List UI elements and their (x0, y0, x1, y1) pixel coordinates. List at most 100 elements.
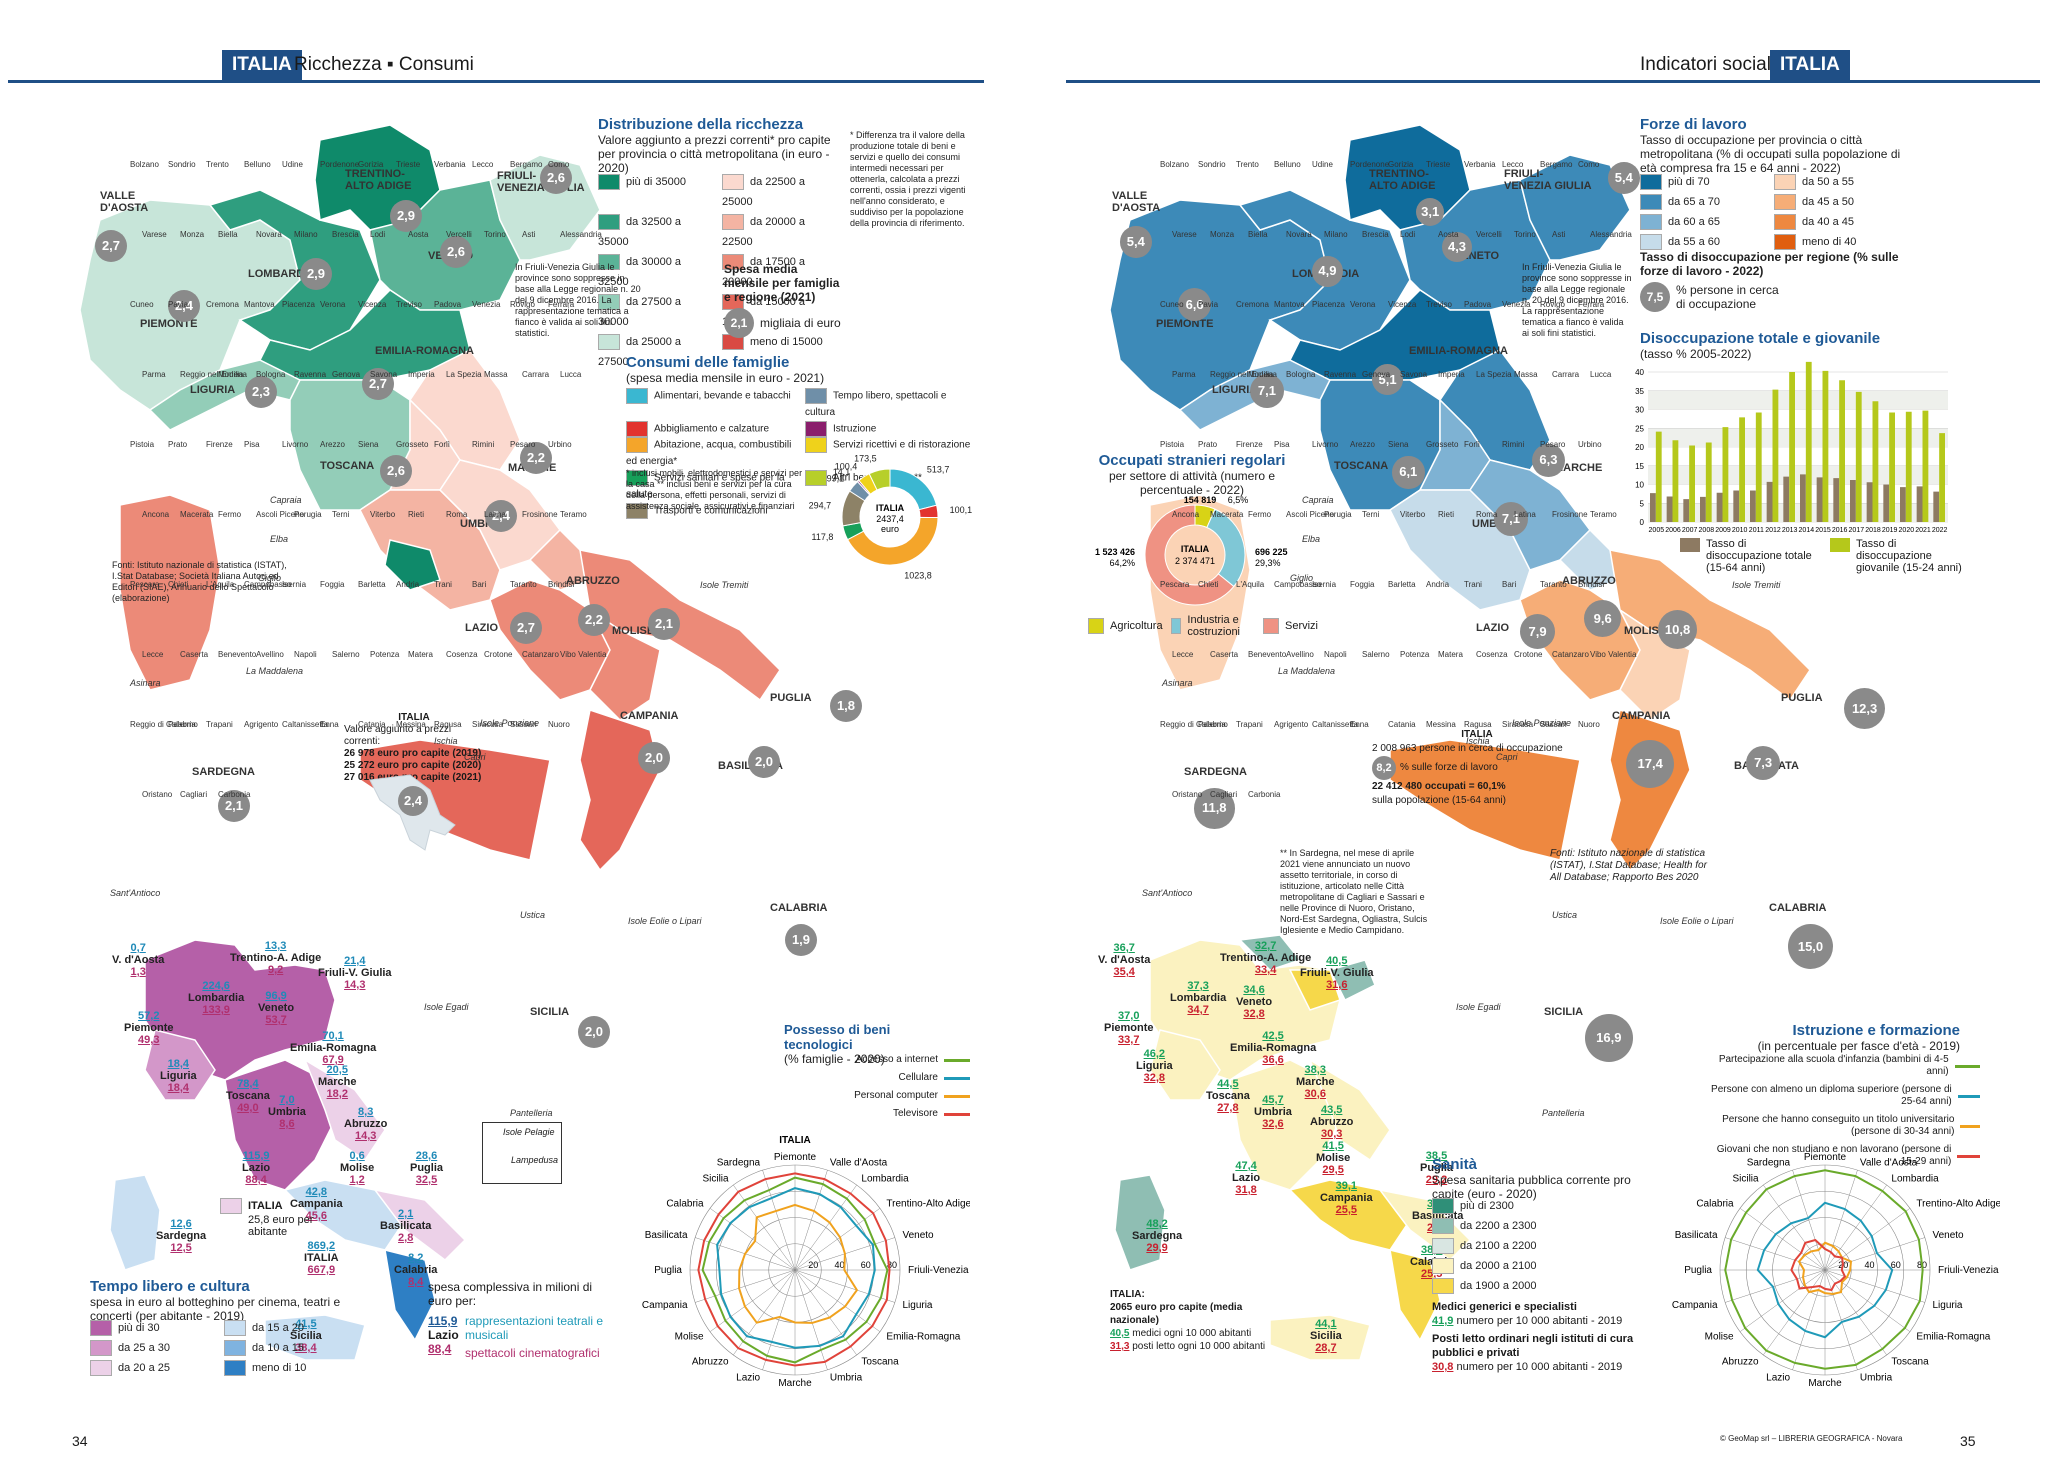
island-label: Capri (1496, 752, 1518, 762)
island-label: Giglio (1290, 573, 1314, 583)
city-label: Verbania (434, 160, 466, 169)
radar-spoke (1824, 1237, 1925, 1271)
chart-xtick: 2010 (1732, 527, 1748, 534)
radar-axis-label: Abruzzo (1722, 1356, 1759, 1367)
right-bubble-calabria: 15,0 (1788, 924, 1833, 969)
radar-axis-label: Sardegna (717, 1158, 761, 1169)
consumi-legend-label: Alimentari, bevande e tabacchi (654, 390, 791, 402)
tempo-region-label: 0,6 Molise 1,2 (340, 1150, 374, 1186)
tempo-region-teatri: 8,2 (408, 1252, 424, 1264)
city-label: Messina (396, 720, 426, 729)
tempo-region-teatri: 42,8 (305, 1186, 327, 1198)
island-label: Sant'Antioco (1142, 888, 1193, 898)
city-label: Bari (472, 580, 487, 589)
chart-ytick: 0 (1640, 518, 1645, 527)
chart-ytick: 35 (1635, 387, 1644, 396)
chart-xtick: 2017 (1849, 527, 1865, 534)
tempo-legend-item: da 15 a 20 (224, 1318, 350, 1338)
city-label: Piacenza (282, 300, 315, 309)
tempo-italia-label: ITALIA (248, 1199, 283, 1212)
stranieri-num: 1 523 426 (1095, 547, 1135, 557)
forze-legend-label: da 45 a 50 (1802, 196, 1854, 208)
stranieri-legend: Agricoltura Industria e costruzioni Serviz… (1088, 614, 1318, 638)
forze-legend-swatch (1640, 174, 1662, 191)
left-header-bar (8, 50, 984, 83)
city-label: Pordenone (320, 160, 360, 169)
chart-bar (1772, 389, 1779, 522)
chart-xtick: 2018 (1865, 527, 1881, 534)
tempo-spesa-example-region: Lazio (428, 1328, 459, 1342)
tempo-region-cinema: 18,4 (167, 1082, 190, 1094)
city-label: Savona (1400, 370, 1428, 379)
tempo-region-teatri: 57,2 (138, 1010, 160, 1022)
city-label: Biella (218, 230, 238, 239)
chart-bar (1922, 410, 1929, 522)
tempo-region-name: Puglia (410, 1162, 444, 1174)
tempo-legend-item: da 10 a 15 (224, 1338, 350, 1358)
sanita-legend-swatch (1432, 1278, 1454, 1295)
tempo-region-cinema: 133,9 (202, 1004, 230, 1016)
sanita-region-label: 38,5 Puglia 29,2 (1420, 1150, 1453, 1186)
left-bubble-friuli-venezia-giulia: 2,6 (540, 162, 572, 194)
disocc-legend-youth-swatch (1830, 538, 1850, 552)
city-label: Padova (434, 300, 462, 309)
city-label: Aosta (1438, 230, 1459, 239)
forze-legend-swatch (1774, 214, 1796, 231)
city-label: Sassari (1540, 720, 1567, 729)
city-label: Lecco (472, 160, 494, 169)
city-label: Trieste (1426, 160, 1451, 169)
sanita-region-medici: 44,1 (1315, 1318, 1337, 1330)
city-label: Livorno (282, 440, 309, 449)
tempo-region-name: Liguria (160, 1070, 197, 1082)
chart-bar (1889, 412, 1895, 522)
sanita-region-label: 43,5 Abruzzo 30,3 (1310, 1104, 1353, 1140)
right-friuli-note: In Friuli-Venezia Giulia le province son… (1522, 262, 1632, 338)
forze-subtitle: Tasso di occupazione per provincia o cit… (1640, 133, 1901, 175)
tempo-region-cinema: 9,2 (267, 964, 284, 976)
consumi-legend-swatch (626, 388, 648, 404)
city-label: Rimini (472, 440, 495, 449)
sanita-region-label: 34,6 Veneto 32,8 (1236, 984, 1272, 1020)
sanita-region-label: 37,0 Piemonte 33,7 (1104, 1010, 1154, 1046)
city-label: La Spezia (446, 370, 482, 379)
disocc-legend-unit: % persone in cerca di occupazione (1676, 283, 1779, 311)
city-label: Verona (1350, 300, 1376, 309)
city-label: Isernia (1312, 580, 1337, 589)
tempo-region-name: Calabria (394, 1264, 438, 1276)
radar-axis-label: Lombardia (861, 1174, 909, 1185)
sanita-region-name: Sardegna (1132, 1230, 1183, 1242)
city-label: Torino (1514, 230, 1536, 239)
sanita-legend-item: da 1900 a 2000 (1432, 1276, 1632, 1296)
right-sources: Fonti: Istituto nazionale di statistica … (1550, 848, 1707, 883)
left-bubble-puglia: 1,8 (830, 690, 862, 722)
radar-series (701, 1176, 889, 1364)
wealth-legend-item: da 30000 a 32500 (598, 252, 714, 292)
sanita-region-posti: 29,9 (1146, 1242, 1168, 1254)
city-label: Ravenna (1324, 370, 1357, 379)
chart-bar (1666, 496, 1673, 522)
city-label: Teramo (560, 510, 587, 519)
sanita-title: Sanità (1432, 1156, 1478, 1173)
forze-legend-item: più di 70 (1640, 172, 1766, 192)
radar-axis-label: Valle d'Aosta (1860, 1158, 1918, 1169)
tempo-region-name: Campania (290, 1198, 343, 1210)
city-label: Reggio di Calabria (1160, 720, 1226, 729)
wealth-legend-label: da 27500 a 30000 (598, 296, 682, 328)
city-label: Sassari (510, 720, 537, 729)
city-label: Fermo (218, 510, 242, 519)
right-italia-bubble-row: 8,2 % sulle forze di lavoro (1372, 756, 1582, 780)
chart-bar (1939, 433, 1945, 522)
city-label: Viterbo (370, 510, 396, 519)
city-label: Campobasso (244, 580, 292, 589)
left-bubble-emilia-romagna: 2,7 (362, 368, 394, 400)
city-label: Caserta (1210, 650, 1239, 659)
forze-legend-label: più di 70 (1668, 176, 1710, 188)
right-bubble-abruzzo: 9,6 (1584, 600, 1622, 638)
italia-wealth-line-1: 25 272 euro pro capite (2020) (344, 760, 482, 771)
radar-series (738, 1203, 859, 1324)
tempo-region-cinema: 12,5 (170, 1242, 192, 1254)
sanita-panel: Sanità Spesa sanitaria pubblica corrente… (1432, 1156, 1632, 1201)
city-label: Asti (522, 230, 536, 239)
radar-axis-label: Veneto (902, 1230, 934, 1241)
island-label: Isole Ponziane (1512, 718, 1572, 728)
